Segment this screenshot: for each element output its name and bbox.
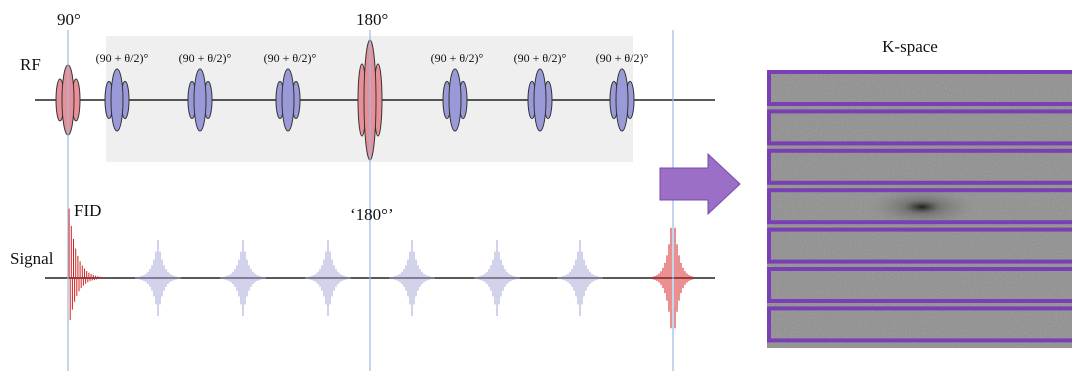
refocus-label: (90 + θ/2)°	[431, 51, 484, 65]
pulse-180-label: 180°	[356, 10, 388, 29]
kspace-panel	[767, 70, 1072, 348]
pulse-main	[282, 69, 294, 131]
rf-label: RF	[20, 55, 41, 74]
fid-label: FID	[74, 201, 101, 220]
refocus-label: (90 + θ/2)°	[96, 51, 149, 65]
pulse-main	[111, 69, 123, 131]
page: {"rf": {"label": "RF", "pulse_90": "90°"…	[0, 0, 1072, 371]
kspace-title: K-space	[882, 37, 938, 56]
signal-label: Signal	[10, 249, 54, 268]
refocus-label: (90 + θ/2)°	[514, 51, 567, 65]
pulse-main	[194, 69, 206, 131]
diagram: 90° 180° RF (90 + θ/2)° (90 + θ/2)° (90 …	[0, 0, 1072, 371]
pulse-90-label: 90°	[57, 10, 81, 29]
arrow	[660, 154, 740, 214]
refocus-label: (90 + θ/2)°	[264, 51, 317, 65]
pulse-main	[449, 69, 461, 131]
pulse-main	[616, 69, 628, 131]
refocus-label: (90 + θ/2)°	[179, 51, 232, 65]
fid-signal	[68, 209, 104, 334]
pseudo-echo-label: ‘180°’	[350, 205, 394, 224]
pulse-main	[534, 69, 546, 131]
refocus-label: (90 + θ/2)°	[596, 51, 649, 65]
